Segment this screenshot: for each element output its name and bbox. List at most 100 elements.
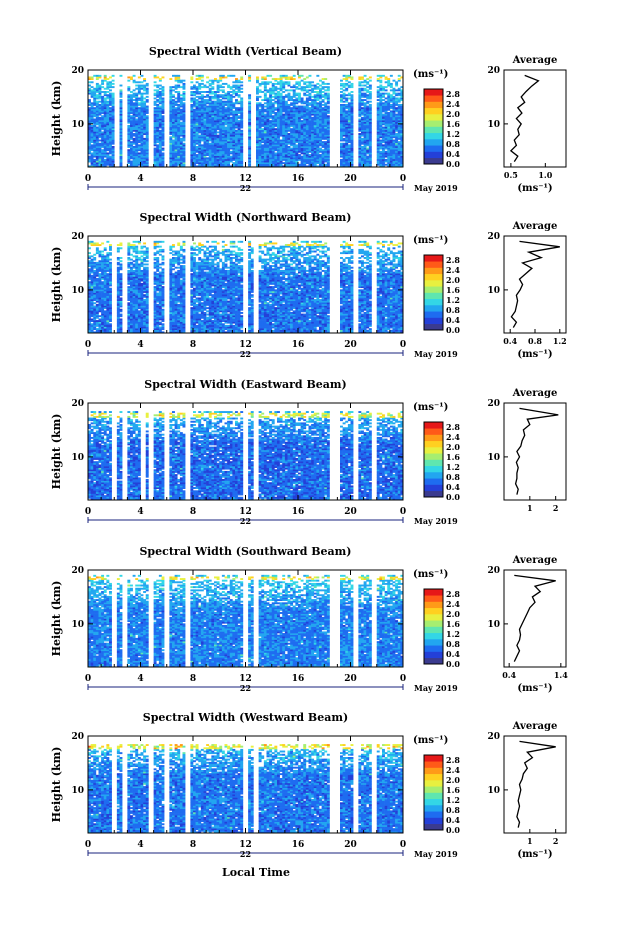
heatmap-cell [300,131,304,134]
heatmap-cell [161,118,165,121]
heatmap-cell [258,118,262,121]
heatmap-cell [235,118,238,121]
heatmap-cell [263,165,267,168]
heatmap-cell [109,115,112,118]
heatmap-cell [256,149,259,152]
heatmap-cell [127,113,131,116]
heatmap-cell [311,163,315,166]
heatmap-cell [103,131,107,134]
heatmap-cell [235,158,238,161]
heatmap-cell [284,128,288,131]
heatmap-cell [263,134,267,137]
heatmap-cell [271,155,275,158]
heatmap-cell [182,82,186,85]
heatmap-cell [311,107,315,110]
heatmap-cell [90,165,94,168]
heatmap-cell [195,154,199,156]
heatmap-cell [279,145,283,148]
heatmap-cell [229,116,233,119]
heatmap-cell [274,154,278,156]
heatmap-cell [321,87,325,90]
heatmap-cell [195,89,199,92]
heatmap-cell [308,155,312,158]
heatmap-cell [350,157,354,160]
heatmap-cell [211,79,215,82]
heatmap-cell [208,113,212,116]
heatmap-cell [198,144,202,147]
heatmap-cell [342,92,346,95]
heatmap-cell [111,133,115,135]
heatmap-cell [95,108,99,111]
heatmap-cell [256,79,259,82]
heatmap-cell [172,102,175,105]
heatmap-cell [326,141,330,144]
heatmap-cell [98,158,102,161]
heatmap-cell [227,165,231,168]
heatmap-cell [109,133,112,135]
heatmap-cell [263,137,267,140]
heatmap-cell [300,124,304,127]
heatmap-cell [200,105,204,108]
heatmap-cell [177,107,181,110]
heatmap-cell [316,94,320,97]
heatmap-cell [350,131,354,134]
heatmap-cell [153,89,157,92]
heatmap-cell [277,160,280,163]
heatmap-cell [308,103,312,106]
heatmap-cell [324,92,328,95]
heatmap-cell [95,107,99,110]
heatmap-cell [229,99,233,102]
heatmap-cell [263,94,267,97]
heatmap-cell [298,124,301,127]
heatmap-cell [321,81,325,84]
heatmap-cell [158,121,162,124]
heatmap-cell [98,76,102,79]
heatmap-cell [200,97,204,100]
heatmap-cell [179,147,183,150]
heatmap-cell [93,144,97,147]
heatmap-cell [111,121,115,124]
heatmap-cell [269,131,273,134]
heatmap-cell [350,99,354,102]
heatmap-cell [305,126,309,129]
heatmap-cell [216,126,220,129]
heatmap-cell [95,82,99,85]
heatmap-cell [300,97,304,100]
heatmap-cell [200,118,204,121]
heatmap-cell [266,160,270,163]
heatmap-cell [271,116,275,119]
heatmap-cell [111,94,115,97]
heatmap-cell [93,141,97,144]
heatmap-cell [169,144,173,147]
heatmap-cell [109,155,112,158]
heatmap-cell [153,160,157,163]
heatmap-cell [237,133,241,135]
heatmap-cell [106,131,110,134]
heatmap-cell [305,134,309,137]
heatmap-cell [224,94,228,97]
heatmap-cell [169,94,173,97]
heatmap-cell [326,100,330,103]
heatmap-cell [229,157,233,160]
heatmap-cell [208,142,212,145]
heatmap-cell [224,116,228,119]
heatmap-cell [292,131,296,134]
heatmap-cell [295,107,299,110]
heatmap-cell [153,149,157,152]
heatmap-cell [271,133,275,135]
heatmap-cell [303,147,307,150]
heatmap-cell [340,79,343,82]
heatmap-cell [182,165,186,168]
heatmap-cell [137,110,141,113]
heatmap-cell [279,129,283,132]
heatmap-cell [298,123,301,126]
heatmap-cell [300,100,304,103]
heatmap-cell [211,133,215,135]
heatmap-cell [109,165,112,168]
heatmap-cell [229,136,233,139]
heatmap-cell [88,128,91,131]
heatmap-cell [190,133,194,135]
heatmap-cell [227,126,231,129]
heatmap-cell [303,163,307,166]
heatmap-cell [190,94,194,97]
